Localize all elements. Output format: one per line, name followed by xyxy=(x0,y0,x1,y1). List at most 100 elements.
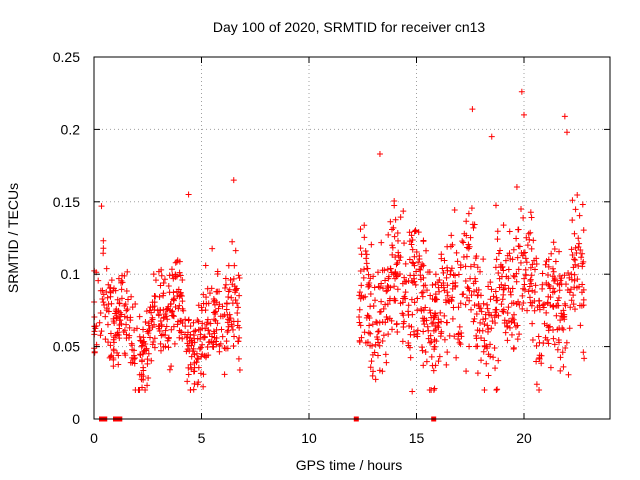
data-point xyxy=(176,334,183,341)
data-point xyxy=(409,246,416,253)
data-point xyxy=(556,287,563,294)
data-point xyxy=(102,313,109,320)
data-point xyxy=(414,295,421,302)
data-point xyxy=(407,354,414,361)
data-point xyxy=(385,331,392,338)
data-point xyxy=(362,247,369,254)
data-point xyxy=(416,253,423,260)
data-point xyxy=(165,303,172,310)
data-point xyxy=(358,251,365,258)
data-point xyxy=(187,323,194,330)
data-point xyxy=(453,354,460,361)
data-point xyxy=(556,325,563,332)
data-point xyxy=(438,328,445,335)
data-point xyxy=(440,269,447,276)
data-point xyxy=(569,252,576,259)
data-point xyxy=(494,386,501,393)
chart-title: Day 100 of 2020, SRMTID for receiver cn1… xyxy=(213,19,486,35)
data-point xyxy=(518,88,525,95)
data-point xyxy=(410,260,417,267)
data-point xyxy=(549,265,556,272)
data-point xyxy=(429,362,436,369)
data-point xyxy=(149,324,156,331)
data-point xyxy=(455,336,462,343)
data-point xyxy=(572,244,579,251)
data-point xyxy=(529,261,536,268)
data-point xyxy=(454,258,461,265)
data-point xyxy=(125,296,132,303)
data-point xyxy=(222,345,229,352)
data-point xyxy=(151,335,158,342)
y-tick-label: 0.15 xyxy=(53,194,80,210)
data-point xyxy=(493,387,500,394)
data-point xyxy=(379,338,386,345)
data-point xyxy=(500,222,507,229)
data-point xyxy=(365,271,372,278)
data-point xyxy=(193,350,200,357)
data-point xyxy=(502,329,509,336)
data-point xyxy=(485,372,492,379)
data-point xyxy=(200,383,207,390)
data-point xyxy=(472,275,479,282)
data-point xyxy=(104,321,111,328)
data-point xyxy=(517,259,524,266)
data-point xyxy=(367,342,374,349)
data-point xyxy=(114,349,121,356)
data-point xyxy=(394,237,401,244)
data-point xyxy=(425,327,432,334)
data-point xyxy=(432,326,439,333)
data-point xyxy=(420,274,427,281)
data-point xyxy=(124,268,131,275)
data-point xyxy=(460,239,467,246)
data-point xyxy=(514,336,521,343)
data-point xyxy=(580,227,587,234)
data-point xyxy=(412,227,419,234)
data-point xyxy=(376,367,383,374)
data-point xyxy=(456,339,463,346)
data-point xyxy=(505,304,512,311)
data-point xyxy=(202,262,209,269)
data-point xyxy=(356,319,363,326)
data-point xyxy=(115,332,122,339)
data-point xyxy=(430,367,437,374)
data-point xyxy=(230,177,237,184)
data-point xyxy=(357,226,364,233)
data-point xyxy=(531,257,538,264)
data-point xyxy=(504,309,511,316)
data-point xyxy=(509,256,516,263)
data-point xyxy=(401,240,408,247)
data-point xyxy=(571,306,578,313)
data-point xyxy=(108,352,115,359)
data-point xyxy=(228,321,235,328)
data-point xyxy=(164,316,171,323)
data-point xyxy=(474,370,481,377)
data-point xyxy=(118,286,125,293)
data-point xyxy=(579,201,586,208)
data-point xyxy=(580,349,587,356)
data-point xyxy=(358,334,365,341)
data-point xyxy=(514,254,521,261)
data-point xyxy=(528,280,535,287)
data-point xyxy=(196,345,203,352)
data-point xyxy=(100,299,107,306)
x-tick-label: 15 xyxy=(409,430,425,446)
data-point xyxy=(528,272,535,279)
data-point xyxy=(406,229,413,236)
data-point xyxy=(142,341,149,348)
data-point xyxy=(502,282,509,289)
data-point xyxy=(543,309,550,316)
data-point xyxy=(216,348,223,355)
data-point xyxy=(568,246,575,253)
data-point xyxy=(185,191,192,198)
data-point xyxy=(97,332,104,339)
data-point xyxy=(474,343,481,350)
data-point xyxy=(378,239,385,246)
data-point xyxy=(374,328,381,335)
data-point xyxy=(455,271,462,278)
data-point xyxy=(361,266,368,273)
data-point xyxy=(480,348,487,355)
data-point xyxy=(379,368,386,375)
data-point xyxy=(105,281,112,288)
data-point xyxy=(444,349,451,356)
